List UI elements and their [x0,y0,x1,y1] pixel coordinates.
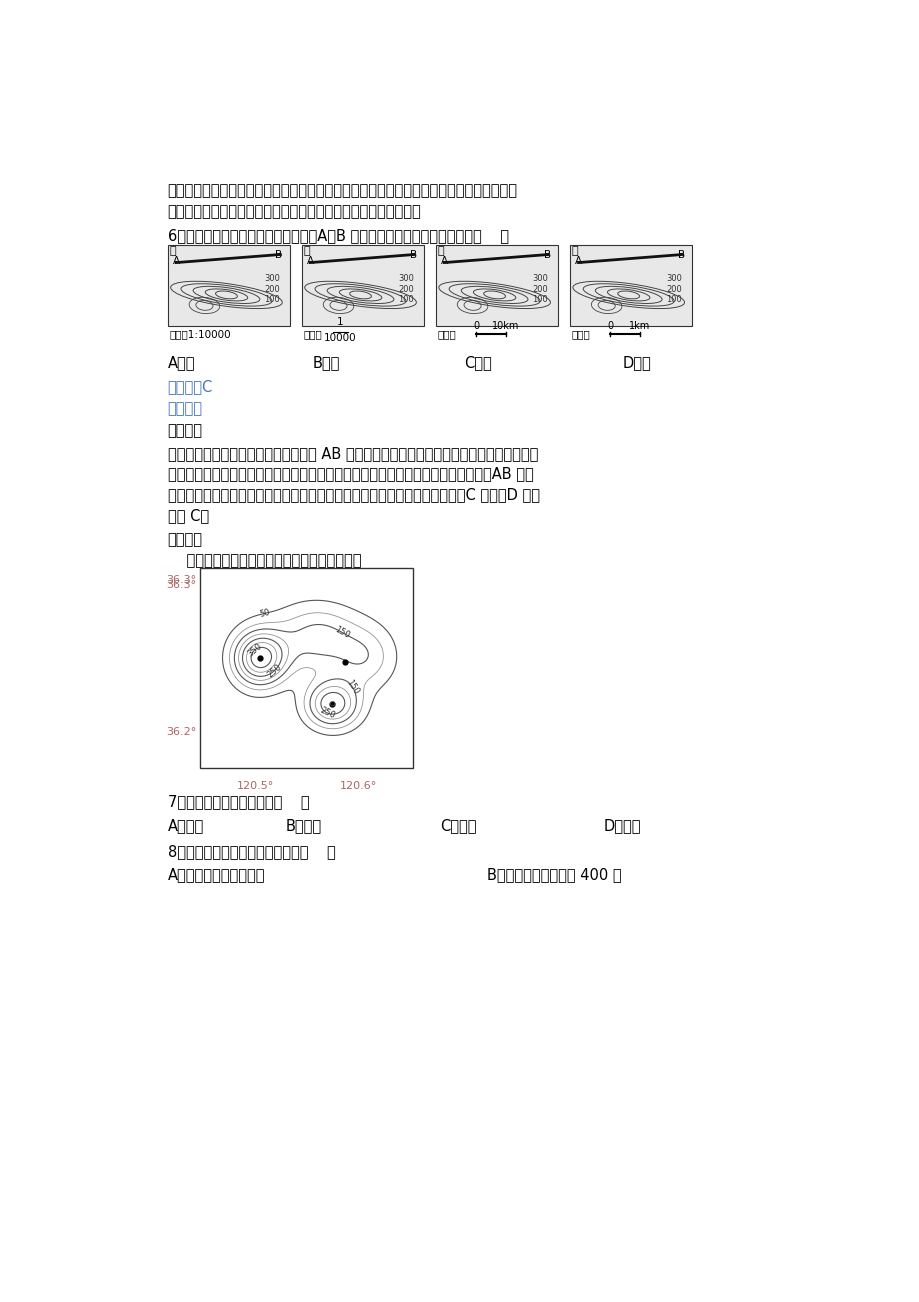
Text: 地一年中正午太阳高度角的变化规律等知识做到准确理解和记忆。: 地一年中正午太阳高度角的变化规律等知识做到准确理解和记忆。 [167,204,421,219]
Text: 丙、丁相比而言，丙图的比例尺更小，相同的图示距离代表的实际距离最长，C 正确，D 错，: 丙、丁相比而言，丙图的比例尺更小，相同的图示距离代表的实际距离最长，C 正确，D… [167,487,539,503]
Bar [436,245,558,326]
Text: A．陡崖: A．陡崖 [167,818,204,833]
Text: 120.5°: 120.5° [237,781,274,790]
Text: 越长。读图可知，甲、乙两图比例尺相同，且甲、乙比例尺大于丙、丁两图比例尺，AB 错；: 越长。读图可知，甲、乙两图比例尺相同，且甲、乙比例尺大于丙、丁两图比例尺，AB … [167,466,533,482]
Text: B: B [275,250,282,260]
Text: 丁: 丁 [571,246,577,256]
Text: 0: 0 [472,322,479,331]
Text: 1km: 1km [629,322,650,331]
Text: 36.3°: 36.3° [166,575,196,585]
Text: 200: 200 [398,285,414,294]
Bar [301,245,424,326]
Text: C．鞍部: C．鞍部 [440,818,476,833]
Text: A: A [574,256,582,266]
Text: 【分析】: 【分析】 [167,423,202,437]
Text: 100: 100 [264,296,279,305]
Text: A: A [306,256,313,266]
Bar [167,245,289,326]
Text: A．甲: A．甲 [167,355,195,370]
Text: D．丁: D．丁 [622,355,651,370]
Bar [569,245,692,326]
Text: 100: 100 [398,296,414,305]
Text: A: A [173,256,179,266]
Text: C．丙: C．丙 [463,355,491,370]
Text: B: B [543,250,550,260]
Bar [200,568,413,768]
Text: 比例尺: 比例尺 [571,328,590,339]
Text: 1: 1 [337,318,344,327]
Text: 【点睛】: 【点睛】 [167,533,202,547]
Text: 200: 200 [531,285,547,294]
Text: 比例尺: 比例尺 [437,328,456,339]
Text: 0: 0 [607,322,613,331]
Text: 故选 C。: 故选 C。 [167,508,209,523]
Text: B: B [409,250,416,260]
Text: 【答案】C: 【答案】C [167,380,212,395]
Text: 300: 300 [665,275,681,284]
Text: 丙: 丙 [437,246,444,256]
Text: 300: 300 [531,275,548,284]
Text: 7．丙地所在的山体部位是（    ）: 7．丙地所在的山体部位是（ ） [167,794,309,810]
Text: 10000: 10000 [323,333,357,344]
Text: D．山脊: D．山脊 [603,818,640,833]
Text: 比例尺1:10000: 比例尺1:10000 [169,328,231,339]
Text: B．山谷: B．山谷 [285,818,322,833]
Text: B．乙: B．乙 [312,355,340,370]
Text: 甲: 甲 [169,246,176,256]
Text: 120.6°: 120.6° [339,781,376,790]
Text: 300: 300 [398,275,414,284]
Text: A．甲位于乙的西北方向: A．甲位于乙的西北方向 [167,867,265,881]
Text: 300: 300 [264,275,279,284]
Text: 8．关于该区域的判断，正确的是（    ）: 8．关于该区域的判断，正确的是（ ） [167,844,335,859]
Text: 比例尺: 比例尺 [303,328,322,339]
Text: B．乙的海拔高度小于 400 米: B．乙的海拔高度小于 400 米 [486,867,621,881]
Text: 【详解】图幅面积相同的前提下，图中 AB 的图上距离相同，则比例尺越小，代表的实际距离: 【详解】图幅面积相同的前提下，图中 AB 的图上距离相同，则比例尺越小，代表的实… [167,445,538,461]
Text: 知识。需要对某地一天中太阳高度角的变化、某天全球的正午太阳高度角的分布规律以及某: 知识。需要对某地一天中太阳高度角的变化、某天全球的正午太阳高度角的分布规律以及某 [167,184,517,198]
Text: B: B [677,250,684,260]
Text: 【解析】: 【解析】 [167,401,202,417]
Text: 100: 100 [665,296,681,305]
Text: 6．下列四幅图幅相同的等高线图中，A、B 两点所表示的实际距离最长的是（    ）: 6．下列四幅图幅相同的等高线图中，A、B 两点所表示的实际距离最长的是（ ） [167,229,508,243]
Text: 读潍坊市某地等高线地形图，完成下面小题。: 读潍坊市某地等高线地形图，完成下面小题。 [167,553,361,568]
Text: A: A [440,256,448,266]
Text: 36.3°: 36.3° [166,581,196,590]
Text: 乙: 乙 [303,246,310,256]
Text: 200: 200 [264,285,279,294]
Text: 36.2°: 36.2° [166,728,196,737]
Text: 100: 100 [531,296,547,305]
Text: 200: 200 [665,285,681,294]
Text: 10km: 10km [492,322,518,331]
